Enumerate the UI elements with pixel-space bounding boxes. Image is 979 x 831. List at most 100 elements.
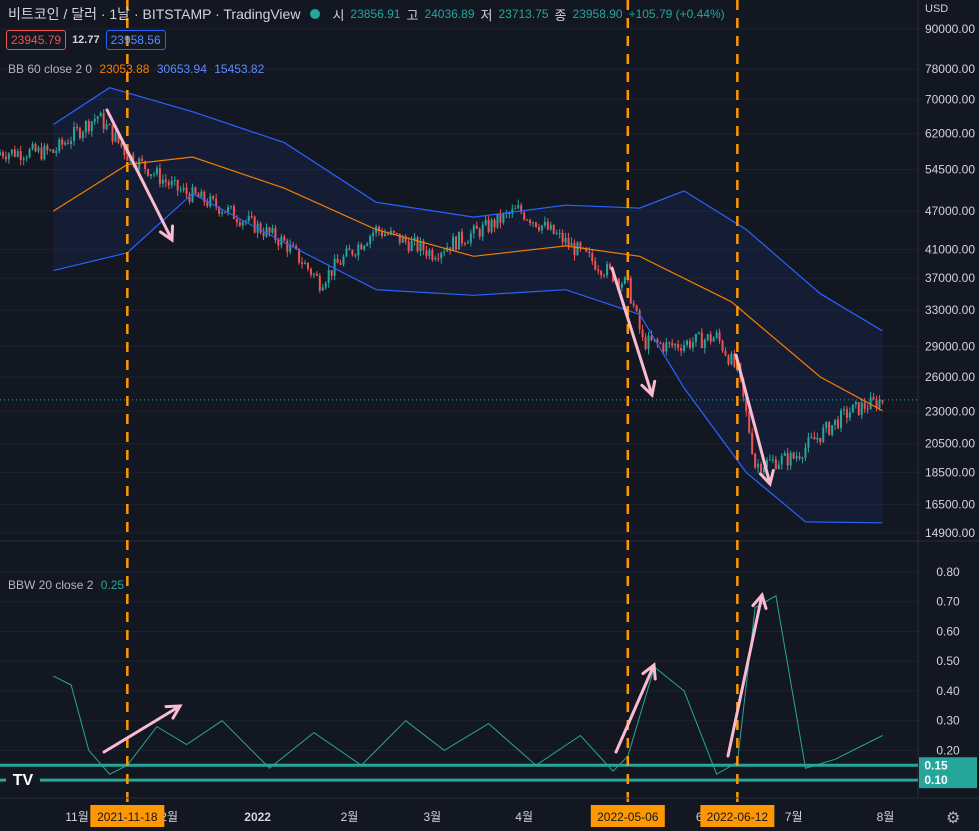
price-tick-label: 18500.00: [925, 465, 975, 479]
annotation-arrowhead: [751, 591, 768, 610]
time-tick-label: 2월: [341, 810, 359, 824]
candle: [274, 228, 277, 241]
candle: [813, 437, 816, 440]
candle: [312, 273, 315, 275]
candle: [292, 244, 295, 246]
time-tick-label: 3월: [423, 810, 441, 824]
candle: [164, 179, 167, 183]
candle: [203, 191, 206, 203]
candle: [43, 145, 46, 160]
candle: [620, 283, 623, 288]
candle: [878, 400, 881, 409]
symbol-title[interactable]: 비트코인 / 달러 · 1날 · BITSTAMP · TradingView: [8, 6, 301, 22]
candle: [443, 251, 446, 253]
candle: [105, 124, 108, 130]
bb-legend[interactable]: BB 60 close 2 0 23053.88 30653.94 15453.…: [8, 62, 264, 76]
candle: [837, 419, 840, 429]
candle: [241, 221, 244, 226]
bbw-tick-label: 0.80: [936, 565, 960, 579]
price-tick-label: 41000.00: [925, 242, 975, 256]
change-value: +105.79 (+0.44%): [628, 7, 725, 21]
candle: [532, 222, 535, 224]
candle: [111, 125, 114, 142]
candle: [697, 332, 700, 334]
candle: [644, 337, 647, 349]
candle: [339, 263, 342, 265]
bb-band-fill: [53, 87, 883, 523]
date-marker-label: 2022-05-06: [597, 810, 659, 824]
candle: [712, 337, 715, 342]
candle: [727, 355, 730, 365]
price-tick-label: 26000.00: [925, 370, 975, 384]
candle: [786, 452, 789, 466]
candle: [52, 149, 55, 153]
candle: [93, 118, 96, 122]
candle: [357, 244, 360, 256]
bbw-legend[interactable]: BBW 20 close 2 0.25: [8, 578, 124, 592]
gear-icon[interactable]: ⚙: [946, 810, 961, 827]
candle: [777, 464, 780, 469]
candle: [188, 193, 191, 202]
candle: [155, 168, 158, 174]
candle: [478, 228, 481, 237]
candle: [499, 213, 502, 223]
candle: [271, 228, 274, 233]
currency-label[interactable]: USD: [925, 3, 949, 15]
candle: [854, 401, 857, 405]
candle: [407, 241, 410, 252]
candle: [463, 243, 466, 245]
annotation-arrowhead: [758, 468, 775, 488]
candle: [703, 339, 706, 349]
candle: [594, 261, 597, 270]
candle: [235, 219, 238, 223]
candle: [526, 219, 529, 221]
candle: [511, 208, 514, 214]
candle: [31, 144, 34, 150]
candle: [306, 262, 309, 269]
candle: [4, 156, 7, 160]
candle: [58, 139, 61, 152]
candle: [170, 181, 173, 186]
candle: [354, 254, 357, 256]
candle: [549, 224, 552, 230]
candle: [10, 149, 13, 154]
candle: [774, 459, 777, 469]
buy-button[interactable]: 23958.56: [105, 30, 166, 50]
candle: [333, 258, 336, 276]
bb-upper-line: [52, 87, 883, 332]
annotation-arrow: [734, 353, 772, 486]
candle: [825, 422, 828, 428]
candle: [99, 112, 102, 117]
candle: [363, 245, 366, 250]
candle: [540, 225, 543, 231]
candle: [458, 231, 460, 250]
candle: [330, 270, 333, 276]
candle: [206, 202, 209, 207]
annotation-arrow: [102, 704, 182, 754]
candle: [229, 206, 232, 208]
candle: [760, 464, 763, 473]
tradingview-logo-icon[interactable]: TV: [6, 767, 40, 795]
candle: [191, 187, 194, 202]
sell-button[interactable]: 23945.79: [6, 30, 67, 50]
candle: [840, 410, 843, 429]
annotation-arrow: [105, 108, 174, 242]
candle: [508, 212, 511, 214]
price-tick-label: 29000.00: [925, 339, 975, 353]
annotation-arrow: [726, 593, 764, 758]
price-tick-label: 90000.00: [925, 22, 975, 36]
candle: [286, 240, 289, 252]
price-tick-label: 70000.00: [925, 92, 975, 106]
candle: [816, 437, 819, 440]
candle: [209, 196, 212, 207]
bbw-threshold-badge: [919, 757, 977, 774]
candle: [440, 252, 443, 259]
time-tick-label: 2022: [244, 810, 271, 824]
price-tick-label: 37000.00: [925, 271, 975, 285]
candle: [289, 244, 292, 252]
candle: [502, 213, 505, 223]
bbw-threshold-badge: [919, 772, 977, 789]
candle: [529, 219, 532, 224]
candle: [244, 220, 247, 222]
